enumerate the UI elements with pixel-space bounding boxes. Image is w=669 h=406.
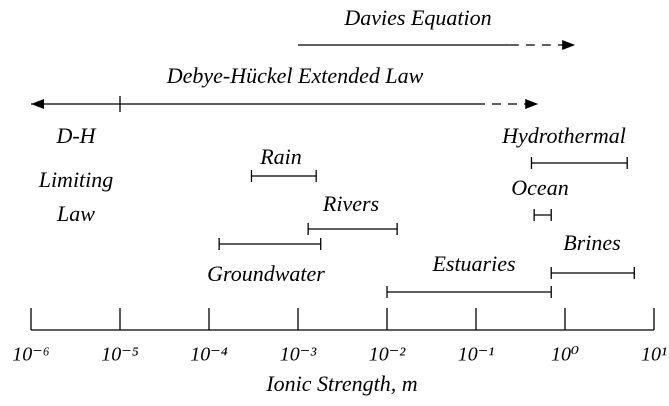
arrow-head xyxy=(525,99,539,109)
range-label: Rain xyxy=(259,144,302,169)
law-label: Debye-Hückel Extended Law xyxy=(166,63,424,88)
x-axis-label: Ionic Strength, m xyxy=(265,371,417,396)
range-label: Ocean xyxy=(511,175,568,200)
law-label: Limiting xyxy=(38,167,114,192)
x-tick-label: 10⁻⁵ xyxy=(101,344,139,366)
arrow-head xyxy=(31,99,44,109)
law-label: D-H xyxy=(55,123,96,148)
x-tick-label: 10⁻² xyxy=(369,344,407,366)
range-label: Rivers xyxy=(322,191,379,216)
range-label: Groundwater xyxy=(207,261,325,286)
x-tick-label: 10⁰ xyxy=(551,344,579,366)
x-tick-label: 10⁻⁴ xyxy=(190,344,228,366)
arrow-head xyxy=(562,40,576,50)
x-tick-label: 10⁻⁶ xyxy=(12,344,50,366)
x-tick-label: 10⁻¹ xyxy=(458,344,495,366)
x-tick-label: 10¹ xyxy=(641,344,667,366)
law-label: Law xyxy=(56,201,95,226)
range-label: Brines xyxy=(563,230,620,255)
range-label: Hydrothermal xyxy=(501,123,626,148)
law-label: Davies Equation xyxy=(343,5,491,30)
x-tick-label: 10⁻³ xyxy=(280,344,318,366)
range-label: Estuaries xyxy=(431,251,515,276)
